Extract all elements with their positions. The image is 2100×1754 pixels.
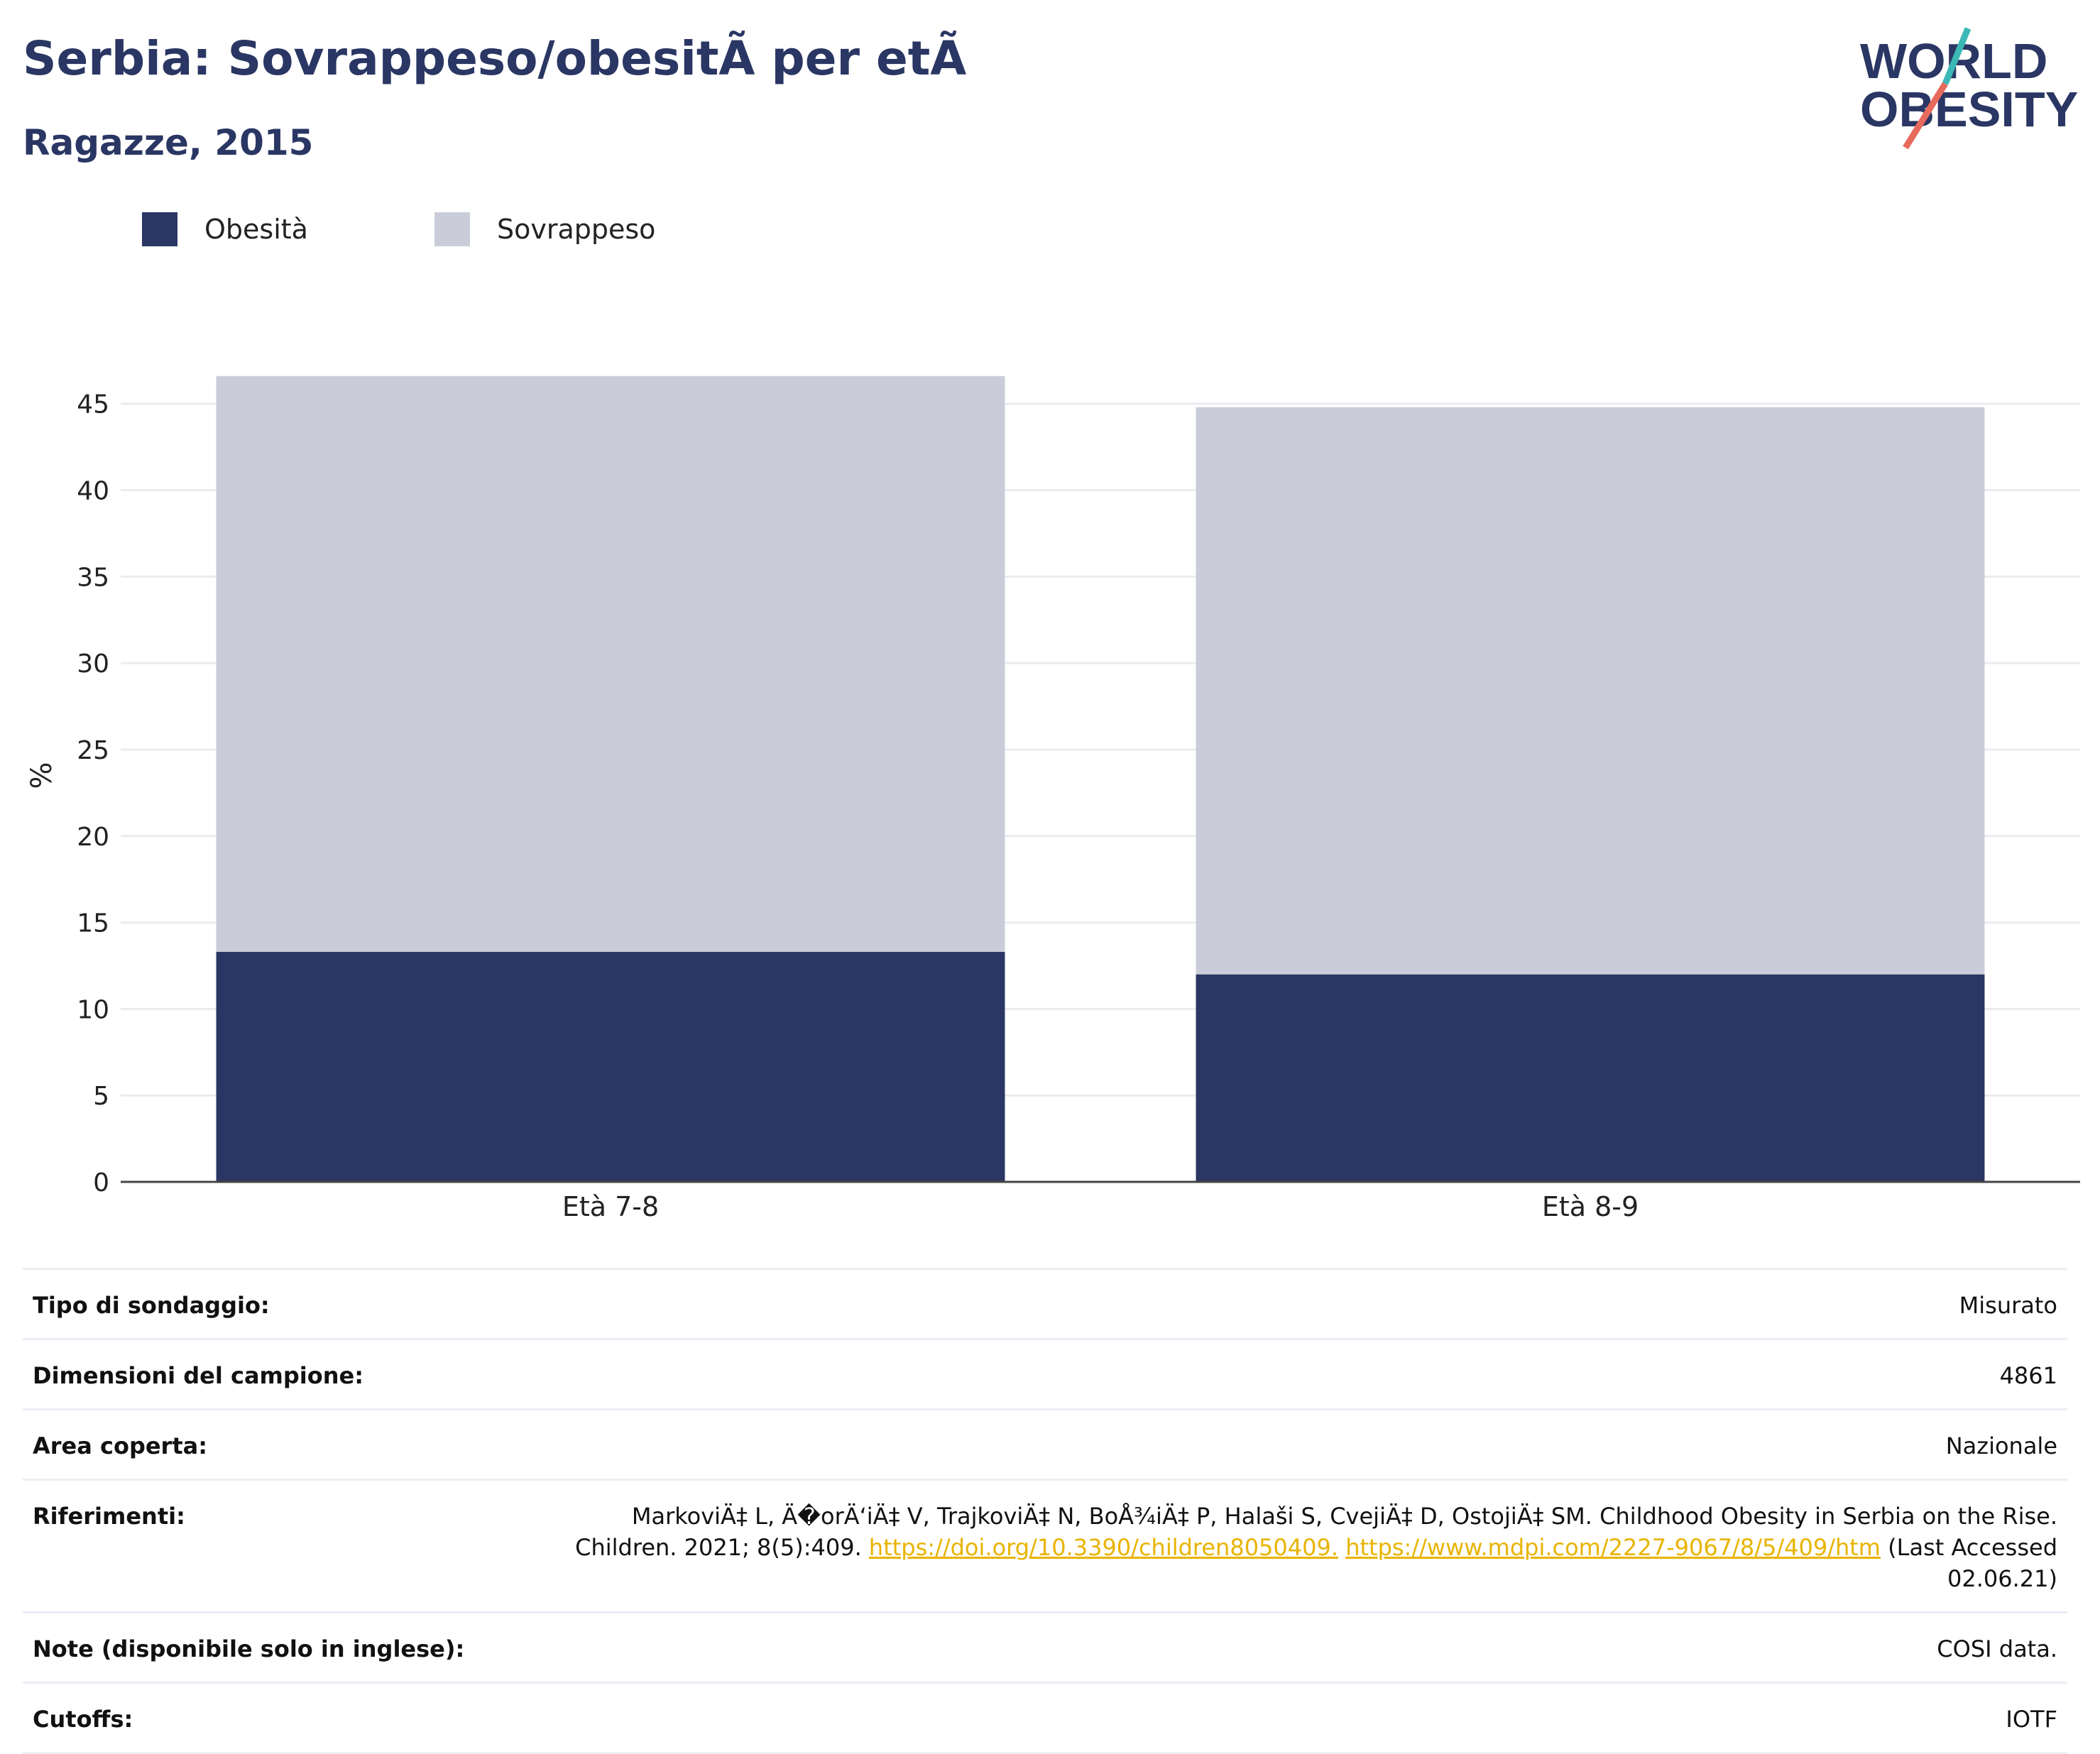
bar-overweight: [216, 376, 1005, 952]
info-row-notes: Note (disponibile solo in inglese): COSI…: [23, 1611, 2067, 1682]
sample-value: 4861: [1999, 1362, 2057, 1389]
y-tick-label: 0: [93, 1168, 109, 1197]
references-value: MarkoviÄ‡ L, Ä�orÄ‘iÄ‡ V, TrajkoviÄ‡ N, …: [552, 1501, 2057, 1594]
y-tick-label: 5: [93, 1082, 109, 1111]
y-axis-label: %: [26, 762, 58, 789]
doi-link[interactable]: https://doi.org/10.3390/children8050409.: [868, 1534, 1339, 1561]
cutoffs-value: IOTF: [2006, 1706, 2057, 1733]
y-tick-label: 15: [77, 909, 109, 938]
legend-label-overweight: Sovrappeso: [497, 214, 656, 245]
survey-label: Tipo di sondaggio:: [33, 1292, 270, 1319]
references-text: MarkoviÄ‡ L, Ä�orÄ‘iÄ‡ V, TrajkoviÄ‡ N, …: [575, 1503, 2057, 1561]
info-row-references: Riferimenti: MarkoviÄ‡ L, Ä�orÄ‘iÄ‡ V, T…: [23, 1479, 2067, 1611]
logo-slash-coral: [1903, 82, 1948, 150]
area-label: Area coperta:: [33, 1432, 208, 1459]
references-accessed: (Last Accessed 02.06.21): [1888, 1534, 2057, 1592]
y-tick-label: 45: [77, 390, 109, 420]
y-tick-label: 10: [77, 995, 109, 1024]
y-tick-label: 40: [77, 477, 109, 506]
mdpi-link[interactable]: https://www.mdpi.com/2227-9067/8/5/409/h…: [1345, 1534, 1881, 1561]
survey-value: Misurato: [1959, 1292, 2057, 1319]
info-row-area: Area coperta: Nazionale: [23, 1408, 2067, 1479]
bar-overweight: [1196, 407, 1985, 975]
bar-obesity: [1196, 974, 1985, 1182]
info-row-cutoffs: Cutoffs: IOTF: [23, 1682, 2067, 1754]
legend-swatch-obesity: [142, 212, 177, 246]
chart-subtitle: Ragazze, 2015: [23, 122, 314, 163]
notes-value: COSI data.: [1937, 1635, 2057, 1662]
references-label: Riferimenti:: [33, 1503, 185, 1530]
cutoffs-label: Cutoffs:: [33, 1706, 133, 1733]
y-tick-label: 25: [77, 736, 109, 765]
stacked-bar-chart: 0 5 10 15 20 25 30 35 40 45% Età 7-8 Età 8-9: [26, 376, 2080, 1222]
logo-line2: OBESITY: [1860, 82, 2078, 137]
legend-item-obesity[interactable]: Obesità: [142, 210, 308, 248]
info-table: Tipo di sondaggio: Misurato Dimensioni d…: [23, 1268, 2067, 1754]
y-tick-label: 35: [77, 563, 109, 592]
y-tick-label: 30: [77, 649, 109, 679]
bar-obesity: [216, 951, 1005, 1182]
y-tick-label: 20: [77, 823, 109, 852]
info-row-survey: Tipo di sondaggio: Misurato: [23, 1268, 2067, 1338]
notes-label: Note (disponibile solo in inglese):: [33, 1635, 465, 1662]
legend-swatch-overweight: [434, 212, 470, 246]
info-row-sample: Dimensioni del campione: 4861: [23, 1338, 2067, 1408]
chart-title: Serbia: Sovrappeso/obesitÃ per etÃ: [23, 31, 967, 86]
area-value: Nazionale: [1945, 1432, 2057, 1459]
sample-label: Dimensioni del campione:: [33, 1362, 364, 1389]
legend-label-obesity: Obesità: [204, 214, 308, 245]
world-obesity-logo: WORLD OBESITY: [1860, 27, 2078, 150]
logo-slash-teal: [1942, 27, 1972, 85]
legend-item-overweight[interactable]: Sovrappeso: [434, 210, 655, 248]
x-tick-label: Età 7-8: [562, 1191, 659, 1222]
x-tick-label: Età 8-9: [1542, 1191, 1639, 1222]
